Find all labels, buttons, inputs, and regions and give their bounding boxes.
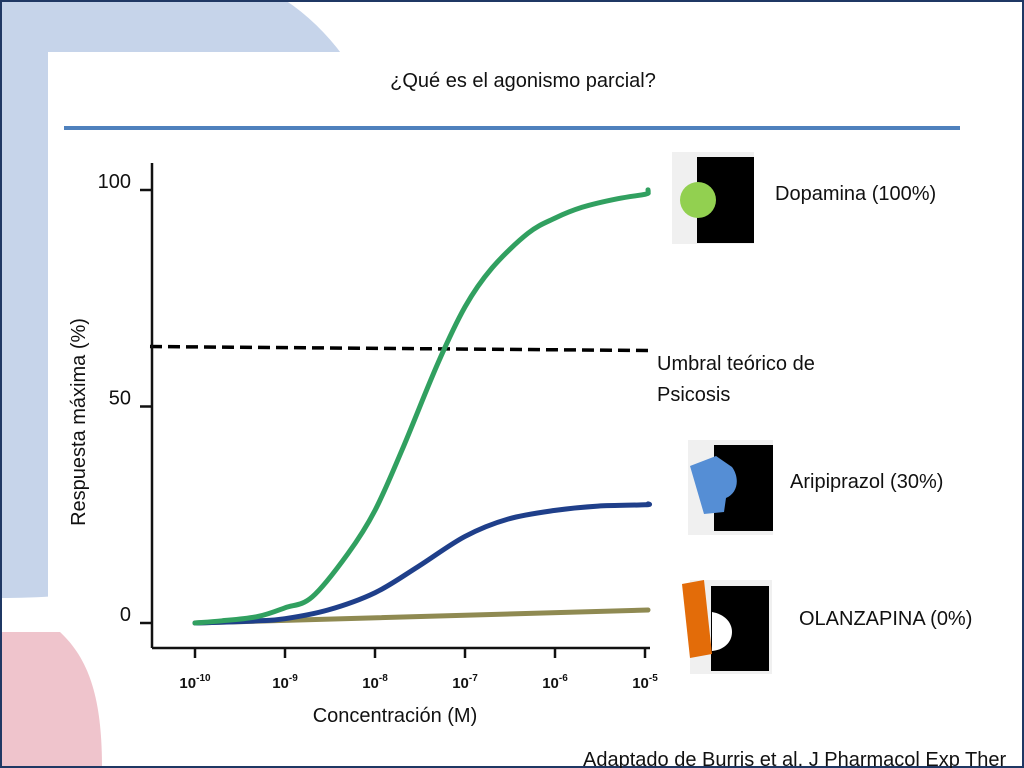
x-tick-label: 10-7 bbox=[452, 673, 478, 692]
citation: Adaptado de Burris et al. J Pharmacol Ex… bbox=[583, 749, 1007, 768]
x-tick-label: 10-5 bbox=[632, 673, 658, 692]
slide-title: ¿Qué es el agonismo parcial? bbox=[390, 70, 656, 92]
series-layer bbox=[192, 187, 652, 626]
threshold-layer bbox=[149, 344, 653, 353]
x-axis-title: Concentración (M) bbox=[313, 705, 478, 727]
series-dopamina-line bbox=[192, 187, 651, 626]
ligand-aripiprazol-block-icon bbox=[690, 456, 737, 514]
y-axis-title: Respuesta máxima (%) bbox=[68, 318, 90, 526]
x-tick-label: 10-10 bbox=[179, 673, 211, 692]
axes: 0 50 100 10-10 10-9 10-8 10-7 10-6 10-5 Concentra… bbox=[68, 163, 658, 727]
y-tick-label: 0 bbox=[120, 604, 131, 626]
x-tick-label: 10-8 bbox=[362, 673, 388, 692]
threshold-line bbox=[149, 344, 653, 353]
legend-label-aripiprazol: Aripiprazol (30%) bbox=[790, 471, 944, 493]
series-aripiprazol-line bbox=[192, 501, 652, 626]
y-tick-label: 100 bbox=[98, 171, 131, 193]
x-tick-label: 10-6 bbox=[542, 673, 568, 692]
background-pink-shape bbox=[0, 632, 102, 768]
ligand-olanzapina-bar-icon bbox=[682, 580, 712, 658]
legend-label-dopamina: Dopamina (100%) bbox=[775, 183, 937, 205]
legend-icons bbox=[672, 152, 773, 674]
receptor-binding-site-icon bbox=[712, 612, 732, 651]
y-tick-label: 50 bbox=[109, 388, 131, 410]
threshold-label: Umbral teórico de Psicosis bbox=[657, 353, 815, 406]
ligand-dopamina-circle-icon bbox=[680, 182, 716, 218]
x-tick-label: 10-9 bbox=[272, 673, 298, 692]
legend-label-olanzapina: OLANZAPINA (0%) bbox=[799, 608, 973, 630]
